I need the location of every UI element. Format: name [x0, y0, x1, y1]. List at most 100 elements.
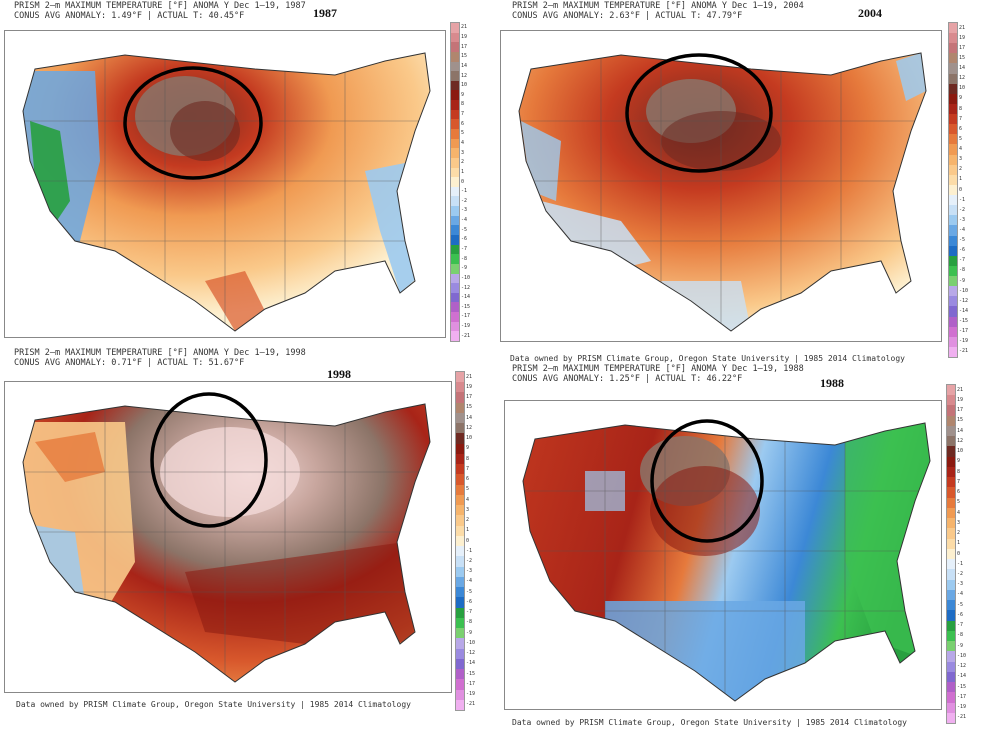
highlight-circle: [625, 53, 773, 173]
panel-header-line1: PRISM 2–m MAXIMUM TEMPERATURE [°F] ANOMA…: [14, 348, 306, 358]
colorbar-tick-label: -3: [466, 568, 473, 575]
colorbar-swatch: [451, 71, 459, 82]
colorbar-tick-label: -3: [957, 581, 964, 588]
colorbar-swatch: [456, 464, 464, 475]
colorbar-tick-label: 0: [957, 550, 961, 557]
colorbar-swatch: [451, 109, 459, 120]
colorbar-swatch: [949, 336, 957, 348]
colorbar-swatch: [451, 244, 459, 255]
colorbar-tick-label: -4: [466, 578, 473, 585]
colorbar-swatch: [949, 235, 957, 247]
colorbar-tick-label: -14: [959, 307, 969, 314]
panel-year-label: 2004: [858, 6, 882, 20]
colorbar-tick-label: -17: [466, 680, 476, 687]
colorbar-tick-label: 19: [959, 34, 966, 41]
colorbar-tick-label: -7: [466, 609, 473, 616]
colorbar-tick-label: -9: [461, 265, 468, 272]
colorbar-tick-label: -14: [957, 673, 967, 680]
colorbar-swatch: [947, 600, 955, 611]
colorbar-tick-label: -15: [466, 670, 476, 677]
colorbar-tick-label: -6: [959, 247, 966, 254]
colorbar-tick-label: 6: [461, 120, 465, 127]
colorbar-tick-label: -5: [466, 588, 473, 595]
colorbar-swatch: [451, 312, 459, 323]
colorbar-swatch: [947, 548, 955, 560]
colorbar-tick-label: -7: [959, 257, 966, 264]
anomaly-map: [504, 400, 942, 710]
panel-header-line1: PRISM 2–m MAXIMUM TEMPERATURE [°F] ANOMA…: [512, 1, 804, 11]
colorbar-tick-label: 3: [959, 156, 963, 163]
colorbar-swatch: [451, 186, 459, 197]
colorbar-swatch: [949, 346, 957, 358]
highlight-circle: [650, 419, 764, 543]
colorbar-tick-label: 2: [957, 530, 961, 536]
colorbar-tick-label: 12: [959, 75, 966, 82]
colorbar-tick-label: -8: [461, 255, 468, 262]
colorbar-swatch: [949, 276, 957, 287]
colorbar-swatch: [949, 43, 957, 54]
colorbar-tick-label: 8: [466, 455, 470, 462]
colorbar-swatch: [451, 273, 459, 284]
panel-header-line2: CONUS AVG ANOMALY: 1.49°F | ACTUAL T: 40…: [14, 11, 245, 21]
colorbar-swatch: [456, 556, 464, 568]
panel-header-line2: CONUS AVG ANOMALY: 1.25°F | ACTUAL T: 46…: [512, 374, 743, 384]
colorbar-swatch: [456, 607, 464, 619]
colorbar-tick-label: 21: [466, 373, 473, 380]
panel-year-label: 1987: [313, 6, 337, 20]
colorbar-swatch: [456, 699, 464, 711]
colorbar-tick-label: -12: [466, 650, 476, 657]
colorbar-tick-label: 5: [959, 135, 963, 142]
colorbar-swatch: [451, 263, 459, 275]
colorbar-swatch: [949, 306, 957, 317]
colorbar-swatch: [451, 51, 459, 63]
colorbar-swatch: [947, 446, 955, 458]
colorbar-swatch: [947, 518, 955, 529]
colorbar-tick-label: 14: [957, 427, 964, 434]
colorbar-tick-label: -4: [461, 217, 468, 224]
colorbar-swatch: [947, 436, 955, 447]
colorbar-swatch: [456, 648, 464, 660]
colorbar-tick-label: 15: [957, 417, 964, 424]
colorbar-swatch: [456, 576, 464, 588]
colorbar-swatch: [451, 292, 459, 303]
colorbar-swatch: [456, 658, 464, 670]
colorbar-tick-label: -6: [466, 598, 473, 605]
colorbar-swatch: [451, 129, 459, 140]
anomaly-map: [500, 30, 942, 342]
colorbar-tick-label: -17: [957, 693, 967, 700]
colorbar-tick-label: 5: [461, 130, 465, 137]
colorbar-tick-label: 2: [959, 166, 963, 173]
data-credit: Data owned by PRISM Climate Group, Orego…: [16, 700, 411, 709]
colorbar-tick-label: 1: [466, 527, 470, 534]
highlight-circle: [150, 392, 268, 528]
colorbar-swatch: [451, 177, 459, 188]
colorbar-swatch: [947, 405, 955, 417]
colorbar-swatch: [456, 484, 464, 496]
colorbar-tick-label: 19: [461, 33, 468, 40]
colorbar-tick-label: -2: [466, 557, 473, 564]
colorbar-tick-label: -6: [957, 611, 964, 618]
colorbar-tick-label: 21: [957, 386, 964, 393]
colorbar-tick-label: -7: [461, 245, 468, 252]
colorbar-tick-label: 19: [466, 383, 473, 390]
colorbar-tick-label: 3: [957, 519, 961, 526]
map-panel-1998: PRISM 2–m MAXIMUM TEMPERATURE [°F] ANOMA…: [0, 345, 480, 715]
colorbar-tick-label: -9: [957, 642, 964, 649]
colorbar: 21 19 17 15 14 12 10 9 8 7 6 5 4 3 2 1 0 -1 -2 -3 -4 -5 -6 -7 -8…: [450, 22, 470, 342]
colorbar-tick-label: -7: [957, 622, 964, 629]
colorbar-swatch: [456, 535, 464, 547]
colorbar-tick-label: 4: [957, 509, 961, 516]
colorbar-swatch: [949, 144, 957, 156]
colorbar-swatch: [456, 546, 464, 557]
colorbar-swatch: [947, 487, 955, 499]
colorbar-swatch: [949, 184, 957, 196]
colorbar-swatch: [451, 138, 459, 149]
colorbar-tick-label: 7: [957, 478, 961, 485]
colorbar-tick-label: 6: [957, 489, 961, 496]
colorbar-swatch: [451, 254, 459, 265]
colorbar-swatch: [456, 617, 464, 629]
colorbar-swatch: [949, 255, 957, 267]
colorbar-swatch: [451, 225, 459, 236]
colorbar-swatch: [947, 692, 955, 703]
colorbar-tick-label: 4: [466, 496, 470, 503]
